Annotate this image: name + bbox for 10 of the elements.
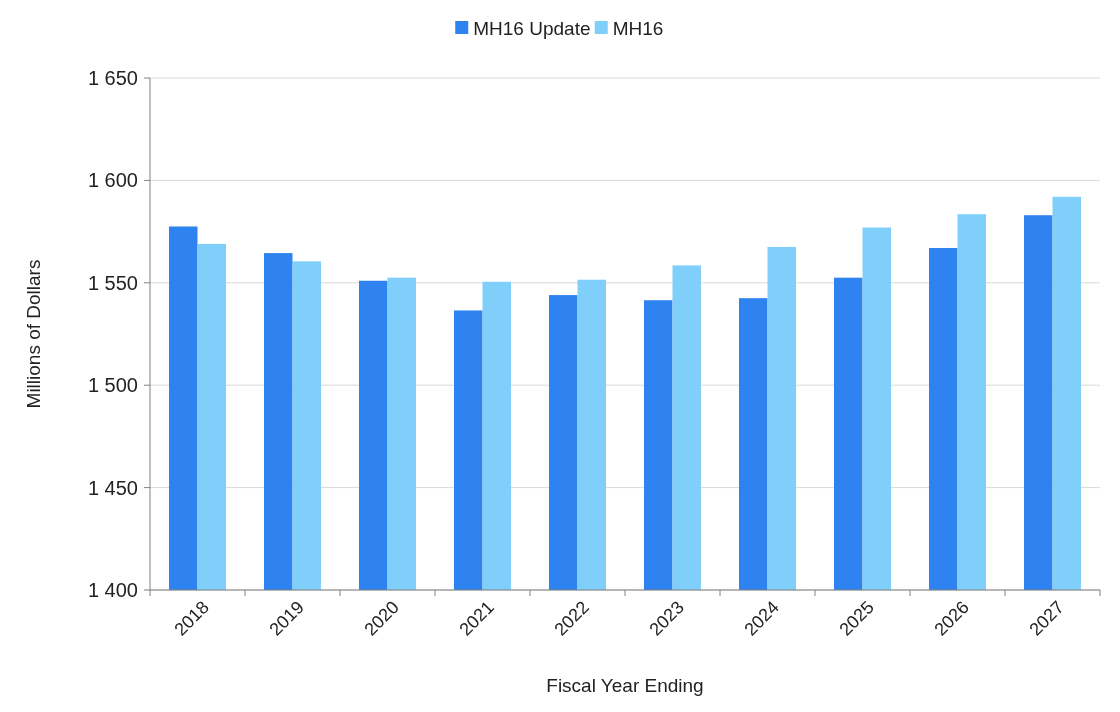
y-tick-label: 1 400: [87, 579, 138, 601]
y-tick-label: 1 600: [87, 169, 138, 192]
y-axis-title: Millions of Dollars: [23, 259, 44, 409]
y-tick-label: 1 450: [87, 476, 138, 499]
y-tick-label: 1 650: [87, 67, 138, 89]
legend-label: MH16: [612, 17, 664, 39]
y-tick-label: 1 500: [87, 374, 138, 397]
y-tick-label: 1 550: [87, 271, 138, 294]
x-axis-title: Fiscal Year Ending: [546, 675, 704, 696]
legend-label: MH16 Update: [473, 17, 591, 39]
